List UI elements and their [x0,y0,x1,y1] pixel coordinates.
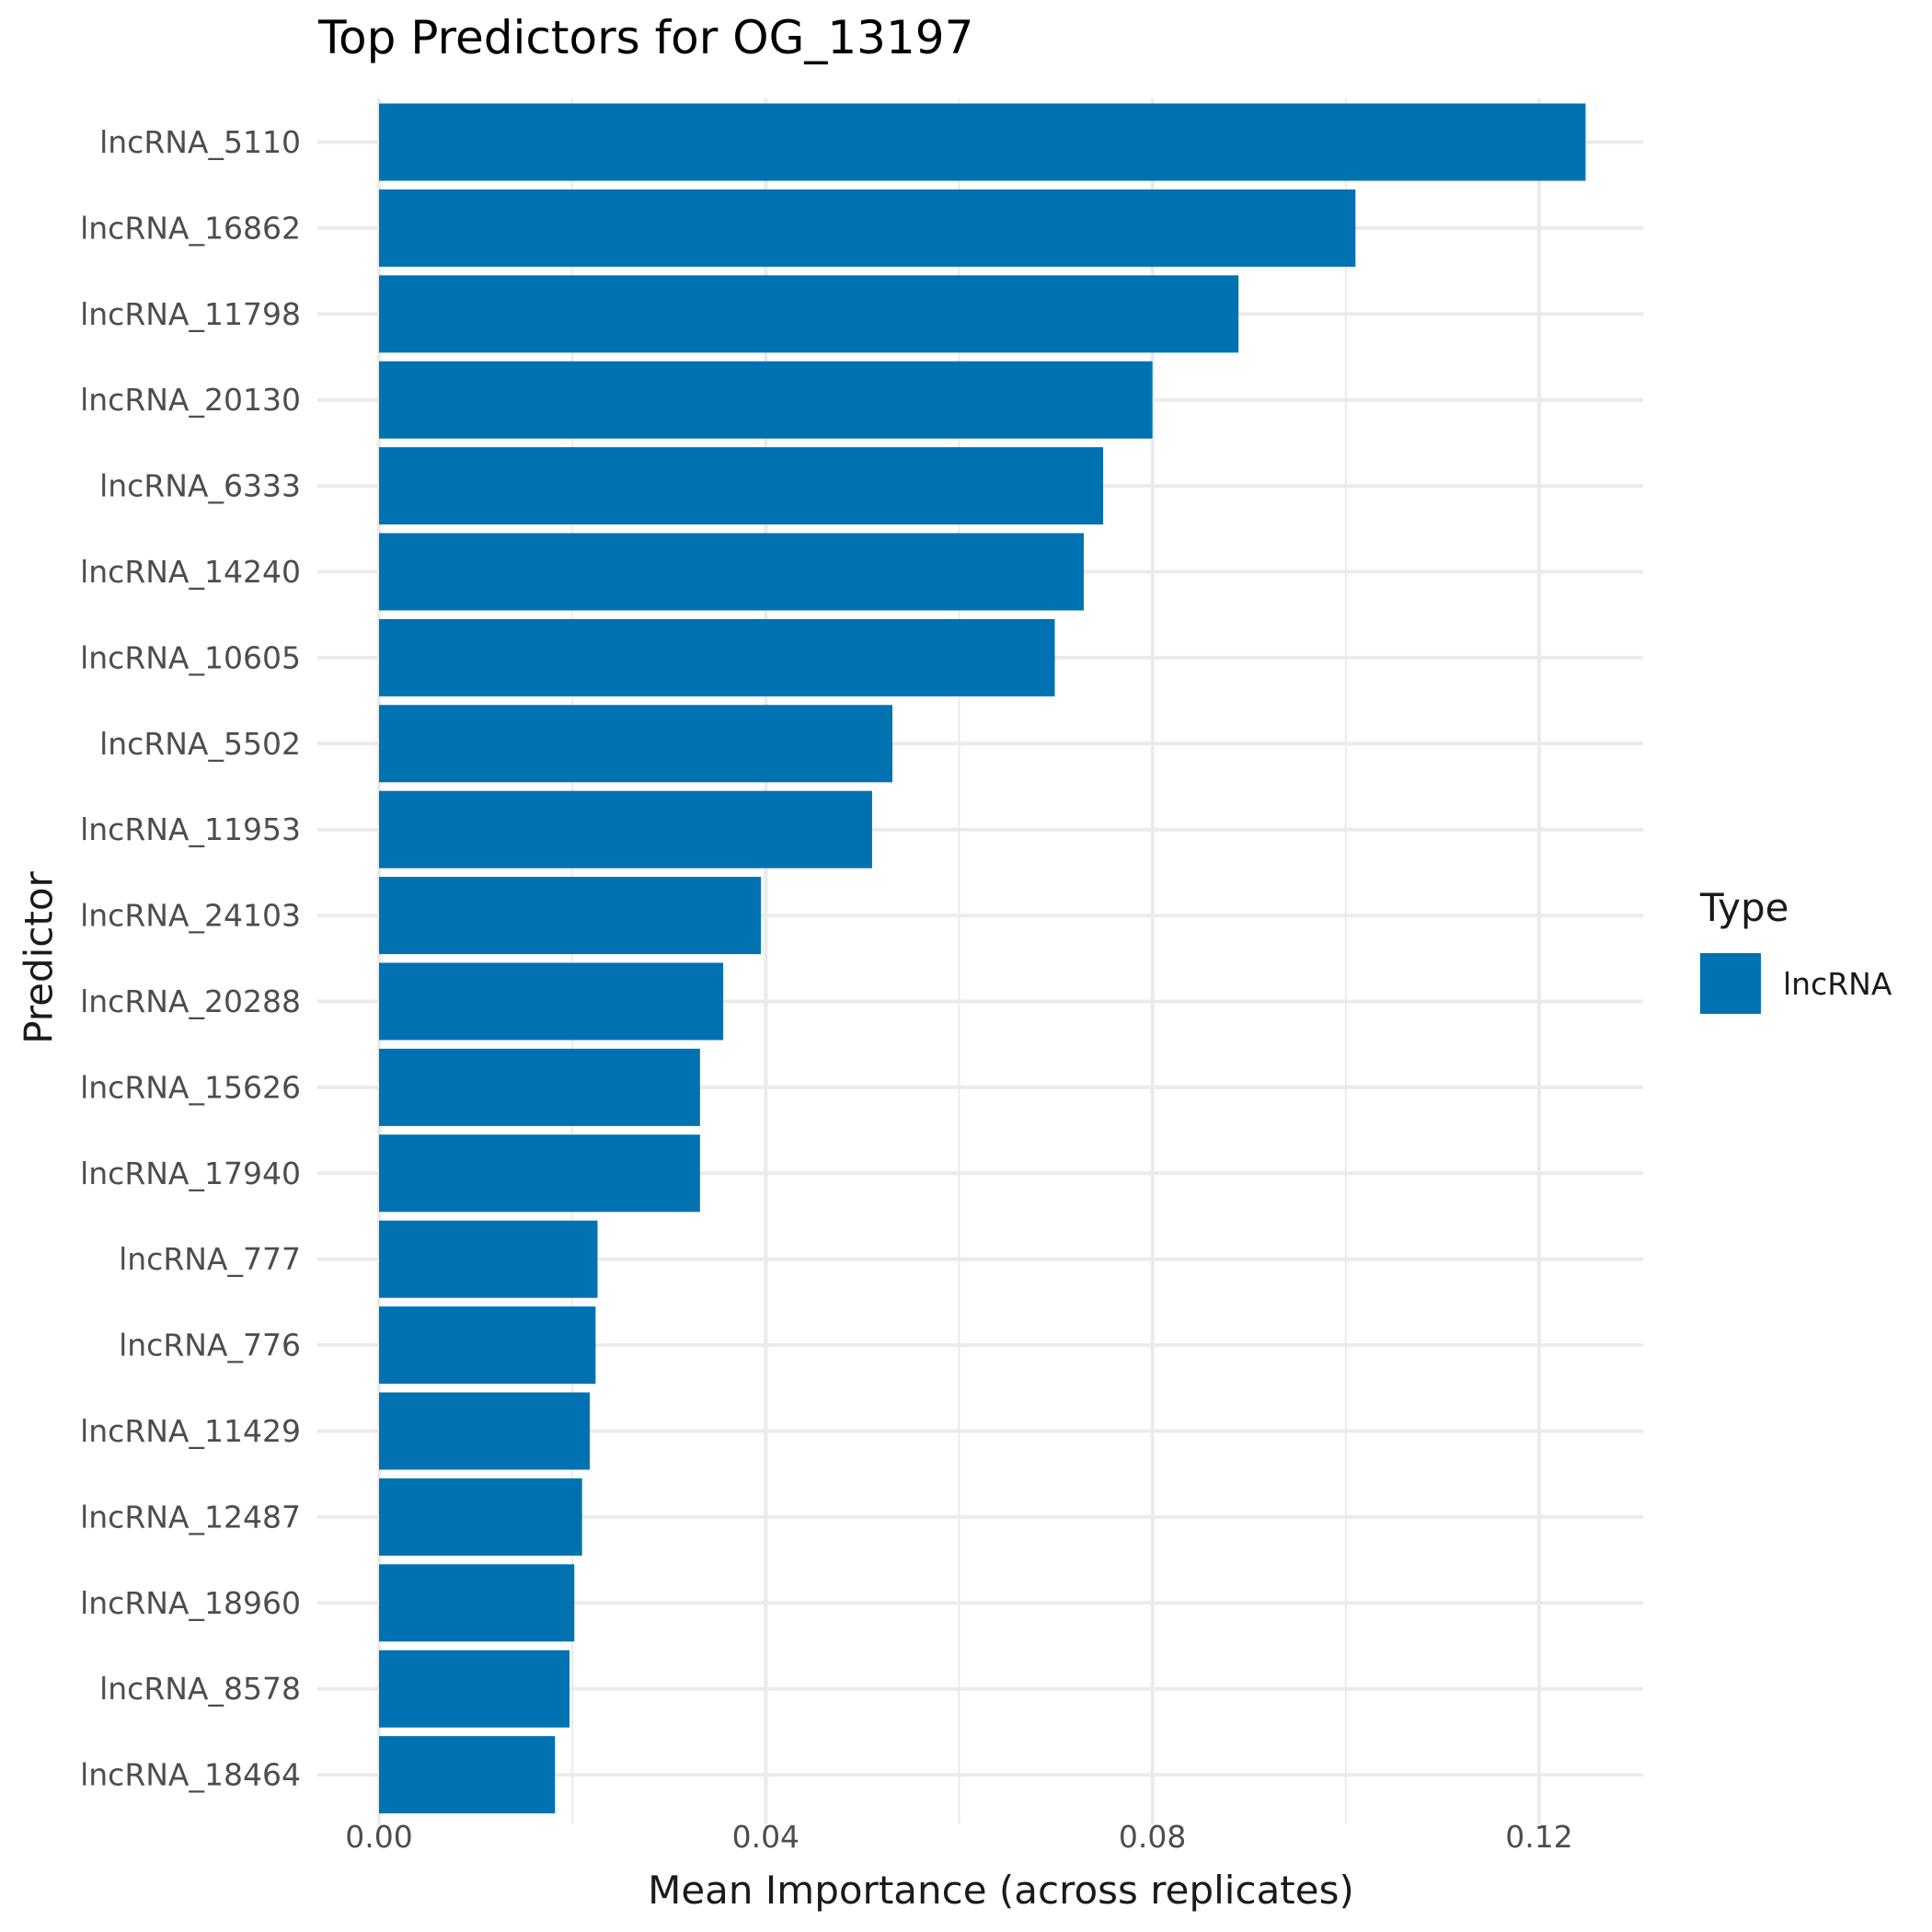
x-tick-label: 0.00 [345,1819,412,1855]
y-tick-label: lncRNA_20288 [80,983,301,1019]
y-tick-label: lncRNA_11953 [80,811,301,847]
bar [379,1220,598,1298]
y-tick-label: lncRNA_11429 [80,1413,301,1449]
x-tick-label: 0.04 [732,1819,799,1855]
bar [379,618,1055,696]
y-tick-labels: lncRNA_5110 lncRNA_16862 lncRNA_11798 lncRN… [80,124,301,1793]
y-tick-label: lncRNA_12487 [80,1499,301,1535]
bar [379,705,892,783]
bar [379,877,762,955]
bar [379,275,1239,353]
x-tick-label: 0.08 [1119,1819,1186,1855]
y-tick-label: lncRNA_5502 [99,726,301,762]
bar [379,1392,591,1470]
y-tick-label: lncRNA_8578 [99,1671,301,1707]
bar [379,790,872,868]
bar [379,962,724,1041]
legend-title: Type [1700,885,1789,930]
x-tick-label: 0.12 [1505,1819,1572,1855]
bar [379,1306,596,1385]
y-axis-label: Predictor [16,871,62,1044]
y-tick-label: lncRNA_776 [119,1328,301,1363]
bar [379,447,1104,525]
chart-title: Top Predictors for OG_13197 [318,11,974,64]
bar [379,1650,570,1728]
bar [379,1478,582,1556]
y-tick-label: lncRNA_17940 [80,1156,301,1191]
bar [379,189,1356,267]
y-tick-label: lncRNA_15626 [80,1069,301,1105]
bar [379,1048,700,1126]
y-tick-label: lncRNA_14240 [80,554,301,590]
bar [379,1134,700,1213]
legend-label: lncRNA [1783,966,1892,1002]
x-tick-labels: 0.00 0.04 0.08 0.12 [345,1819,1572,1855]
bar [379,361,1153,439]
y-tick-label: lncRNA_6333 [99,468,301,504]
y-tick-label: lncRNA_777 [119,1241,301,1277]
y-tick-label: lncRNA_24103 [80,898,301,934]
y-tick-label: lncRNA_10605 [80,639,301,675]
bar [379,103,1586,181]
y-tick-label: lncRNA_5110 [99,124,301,160]
bar [379,1564,575,1642]
bar [379,1736,556,1814]
bar [379,533,1085,611]
y-tick-label: lncRNA_16862 [80,210,301,246]
y-tick-label: lncRNA_11798 [80,296,301,332]
y-tick-label: lncRNA_18960 [80,1585,301,1621]
y-tick-label: lncRNA_18464 [80,1757,301,1793]
bars [379,103,1586,1814]
legend-color-key [1700,953,1761,1014]
x-axis-label: Mean Importance (across replicates) [648,1868,1354,1913]
y-tick-label: lncRNA_20130 [80,382,301,418]
